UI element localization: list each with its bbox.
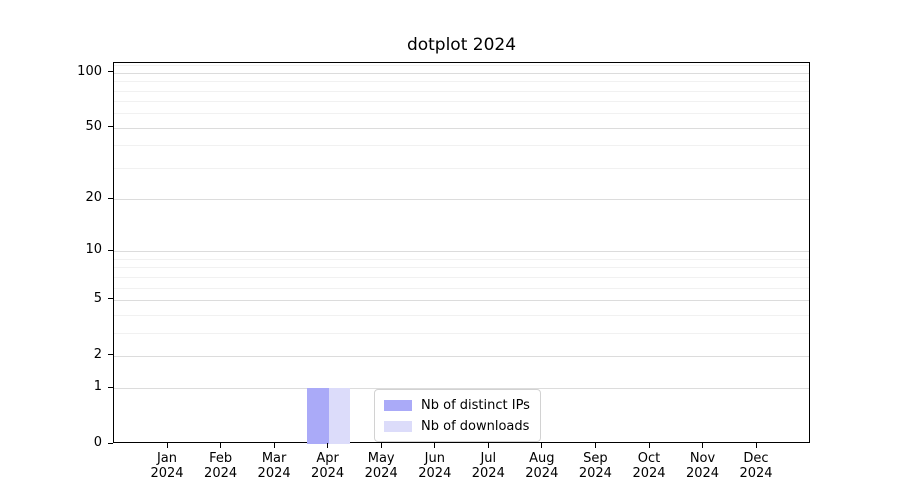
y-tick-mark	[108, 354, 113, 356]
gridline-minor	[114, 267, 809, 269]
y-tick-label: 20	[85, 190, 102, 206]
x-tick-month: Jun	[424, 451, 445, 466]
gridline-major	[114, 127, 809, 129]
x-tick-label: Jul 2024	[456, 451, 520, 481]
bar-nb-of-downloads	[328, 388, 351, 444]
gridline-minor	[114, 90, 809, 92]
x-tick-month: Dec	[743, 451, 769, 466]
x-tick-month: Nov	[689, 451, 716, 466]
x-tick-month: Sep	[583, 451, 608, 466]
x-tick-year: 2024	[257, 466, 291, 481]
gridline-minor	[114, 276, 809, 278]
x-tick-mark	[220, 443, 222, 448]
legend-entry: Nb of distinct IPs	[384, 396, 530, 414]
x-tick-label: Jun 2024	[403, 451, 467, 481]
y-tick-mark	[108, 71, 113, 73]
legend-swatch	[384, 420, 412, 432]
y-tick-label: 100	[77, 63, 102, 79]
x-tick-year: 2024	[364, 466, 398, 481]
gridline-major	[114, 388, 809, 390]
x-tick-year: 2024	[632, 466, 666, 481]
y-tick-label: 0	[93, 435, 102, 450]
gridline-minor	[114, 332, 809, 334]
y-tick-mark	[108, 126, 113, 128]
gridline-minor	[114, 113, 809, 115]
legend: Nb of distinct IPs Nb of downloads	[374, 389, 541, 442]
y-tick-mark	[108, 386, 113, 388]
x-tick-year: 2024	[471, 466, 505, 481]
gridline-major	[114, 251, 809, 253]
legend-swatch	[384, 399, 412, 411]
y-tick-mark	[108, 249, 113, 251]
x-tick-mark	[327, 443, 329, 448]
x-tick-label: May 2024	[349, 451, 413, 481]
x-tick-month: Jul	[480, 451, 497, 466]
x-tick-mark	[380, 443, 382, 448]
legend-entry-label: Nb of downloads	[421, 418, 530, 434]
legend-entry: Nb of downloads	[384, 417, 530, 435]
y-tick-mark	[108, 442, 113, 444]
gridline-major	[114, 299, 809, 301]
gridline-minor	[114, 101, 809, 103]
gridline-major	[114, 355, 809, 357]
gridline-minor	[114, 258, 809, 260]
gridline-major	[114, 72, 809, 74]
gridline-major	[114, 199, 809, 201]
plot-area	[113, 62, 810, 444]
x-tick-label: Sep 2024	[563, 451, 627, 481]
x-tick-mark	[702, 443, 703, 448]
x-tick-month: May	[367, 451, 395, 466]
chart-title: dotplot 2024	[406, 35, 517, 55]
gridline-minor	[114, 145, 809, 147]
x-tick-year: 2024	[739, 466, 773, 481]
bar-nb-of-distinct-ips	[307, 388, 329, 444]
gridline-minor	[114, 287, 809, 289]
y-tick-label: 1	[93, 379, 102, 395]
y-tick-label: 10	[85, 242, 102, 258]
x-tick-label: Mar 2024	[242, 451, 306, 481]
x-tick-label: Jan 2024	[135, 451, 199, 481]
x-tick-year: 2024	[685, 466, 720, 481]
x-tick-label: Aug 2024	[510, 451, 574, 481]
x-tick-mark	[273, 443, 275, 448]
y-tick-mark	[108, 298, 113, 300]
y-tick-mark	[108, 197, 113, 199]
x-tick-month: Jan	[156, 451, 178, 466]
x-tick-year: 2024	[204, 466, 238, 481]
x-tick-year: 2024	[578, 466, 612, 481]
x-tick-year: 2024	[150, 466, 184, 481]
x-tick-year: 2024	[311, 466, 345, 481]
x-tick-month: Apr	[316, 451, 339, 466]
x-tick-year: 2024	[418, 466, 452, 481]
x-tick-mark	[541, 443, 543, 448]
y-tick-label: 50	[85, 118, 102, 134]
x-tick-mark	[648, 443, 650, 448]
x-tick-month: Mar	[261, 451, 287, 466]
gridline-minor	[114, 65, 809, 67]
gridline-minor	[114, 167, 809, 169]
y-tick-label: 5	[93, 290, 102, 306]
x-tick-label: Oct 2024	[617, 451, 681, 481]
x-tick-month: Oct	[637, 451, 661, 466]
x-tick-label: Feb 2024	[189, 451, 253, 481]
x-tick-label: Dec 2024	[724, 451, 788, 481]
x-tick-year: 2024	[525, 466, 559, 481]
x-tick-month: Feb	[209, 451, 233, 466]
y-tick-label: 2	[93, 346, 102, 362]
legend-entry-label: Nb of distinct IPs	[421, 397, 530, 413]
x-tick-mark	[434, 443, 436, 448]
x-tick-mark	[487, 443, 489, 448]
x-tick-label: Apr 2024	[296, 451, 360, 481]
gridline-minor	[114, 81, 809, 83]
x-tick-mark	[594, 443, 596, 448]
x-tick-label: Nov 2024	[671, 451, 735, 481]
x-tick-mark	[166, 443, 168, 448]
x-tick-mark	[755, 443, 757, 448]
x-tick-month: Aug	[529, 451, 555, 466]
gridline-minor	[114, 314, 809, 316]
